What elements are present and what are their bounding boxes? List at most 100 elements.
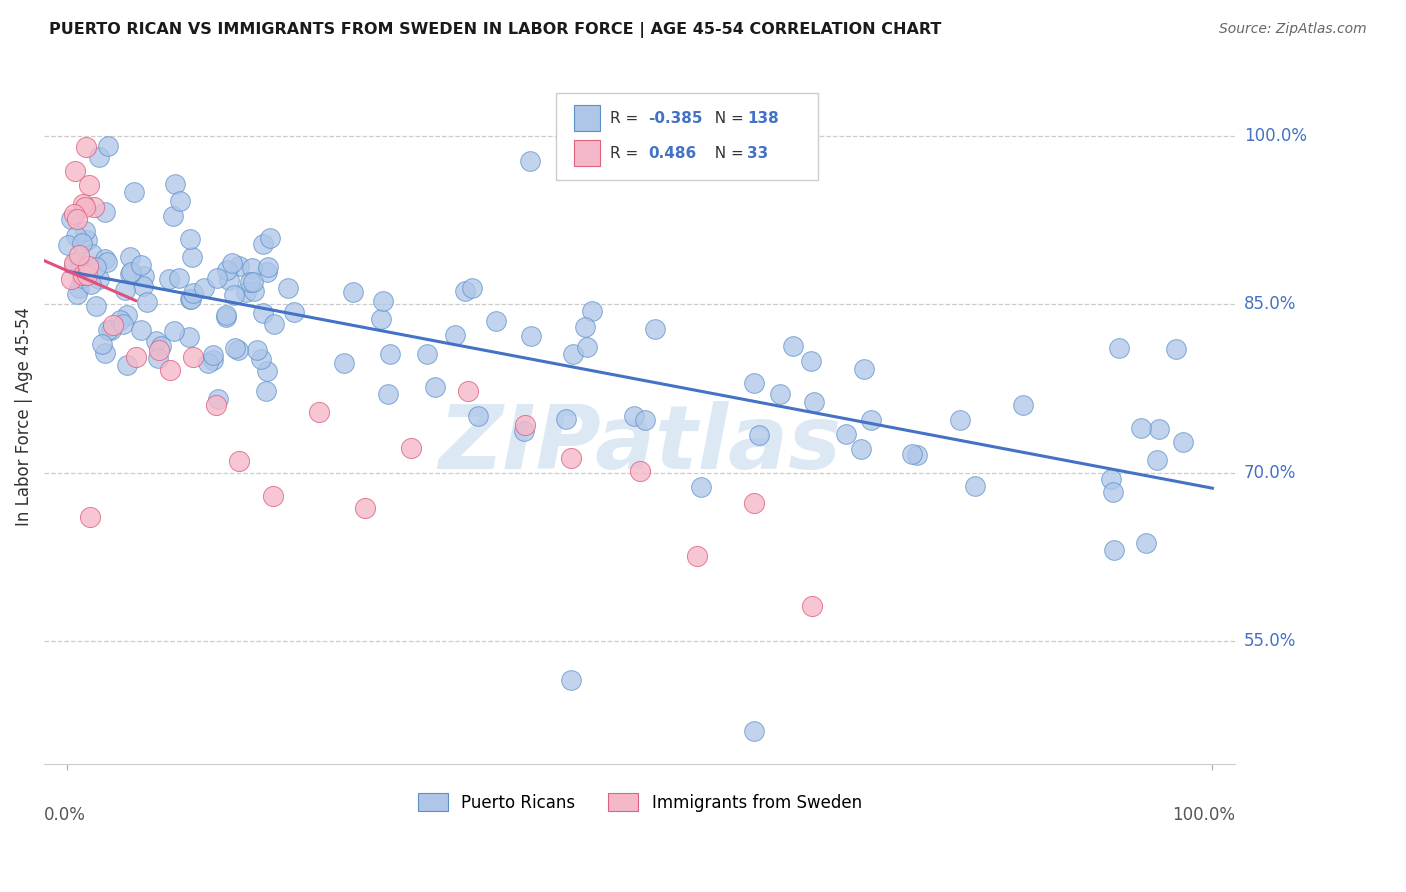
Point xyxy=(89,271,111,285)
Point xyxy=(134,269,156,284)
Point xyxy=(399,442,422,456)
Point xyxy=(145,334,167,349)
Point xyxy=(228,259,250,273)
Text: R =: R = xyxy=(610,145,643,161)
Point xyxy=(256,363,278,377)
Point xyxy=(1129,421,1152,435)
Point xyxy=(65,229,87,244)
Point xyxy=(169,194,191,209)
Point xyxy=(243,284,266,298)
Point xyxy=(634,413,657,427)
Point xyxy=(1135,535,1157,549)
Point xyxy=(1099,472,1122,486)
Text: ZIPatlas: ZIPatlas xyxy=(439,401,841,488)
Point xyxy=(370,312,392,326)
Point xyxy=(101,318,124,333)
Point xyxy=(222,288,245,302)
Point xyxy=(554,412,576,426)
Point xyxy=(215,310,238,324)
Point xyxy=(136,295,159,310)
Point xyxy=(515,418,537,433)
Point xyxy=(226,343,249,358)
Point xyxy=(835,427,858,442)
Point xyxy=(1171,434,1194,449)
Point xyxy=(262,489,284,503)
Point xyxy=(1147,422,1170,436)
Point xyxy=(513,424,536,438)
Point xyxy=(332,355,354,369)
Point xyxy=(94,252,117,266)
Point xyxy=(377,387,399,401)
Point xyxy=(201,348,224,362)
Point xyxy=(623,409,645,424)
Point xyxy=(97,323,120,337)
Point xyxy=(167,271,190,285)
Point xyxy=(576,340,599,354)
Point xyxy=(963,479,986,493)
Text: N =: N = xyxy=(706,111,749,126)
Point xyxy=(63,256,86,270)
Point xyxy=(197,356,219,370)
Point xyxy=(252,236,274,251)
Point xyxy=(235,285,257,299)
Point xyxy=(800,599,823,613)
Point xyxy=(562,347,585,361)
Point xyxy=(73,200,96,214)
Point xyxy=(84,260,107,274)
Point xyxy=(117,358,139,372)
Point xyxy=(461,281,484,295)
Point xyxy=(849,442,872,456)
Point xyxy=(80,277,103,291)
Point xyxy=(60,212,83,227)
Point xyxy=(89,150,111,164)
Point xyxy=(65,287,87,301)
Point xyxy=(742,496,765,510)
Point xyxy=(148,343,170,358)
Point xyxy=(228,454,250,468)
Point xyxy=(179,329,201,343)
Point xyxy=(242,275,264,289)
Point xyxy=(859,413,882,427)
Point xyxy=(67,281,90,295)
Point xyxy=(686,549,709,564)
Point xyxy=(110,312,132,326)
Point xyxy=(224,341,246,355)
Point xyxy=(256,265,278,279)
Point xyxy=(769,387,792,401)
Point xyxy=(852,362,875,376)
Point xyxy=(201,353,224,368)
Point xyxy=(77,178,100,192)
Point xyxy=(159,363,181,377)
Text: 0.486: 0.486 xyxy=(648,145,696,161)
Point xyxy=(800,353,823,368)
Point xyxy=(122,185,145,199)
FancyBboxPatch shape xyxy=(557,93,818,180)
Text: 138: 138 xyxy=(747,111,779,126)
Point xyxy=(150,339,173,353)
Point xyxy=(485,314,508,328)
Point xyxy=(180,292,202,306)
Point xyxy=(79,510,101,524)
Point xyxy=(207,270,229,285)
Point xyxy=(179,292,201,306)
Point xyxy=(416,347,439,361)
Point xyxy=(748,427,770,442)
Point xyxy=(342,285,364,300)
Point xyxy=(423,379,446,393)
Text: 33: 33 xyxy=(747,145,768,161)
Point xyxy=(131,278,153,293)
Point xyxy=(520,329,543,343)
Text: 100.0%: 100.0% xyxy=(1244,127,1306,145)
Point xyxy=(259,230,281,244)
Point xyxy=(115,308,138,322)
Point xyxy=(249,351,271,366)
Point xyxy=(560,450,582,465)
Point xyxy=(56,237,79,252)
Point xyxy=(129,323,152,337)
Point xyxy=(371,294,394,309)
Point xyxy=(277,281,299,295)
Text: 55.0%: 55.0% xyxy=(1244,632,1296,650)
Point xyxy=(467,409,489,424)
Point xyxy=(94,346,117,360)
Point xyxy=(72,271,94,285)
